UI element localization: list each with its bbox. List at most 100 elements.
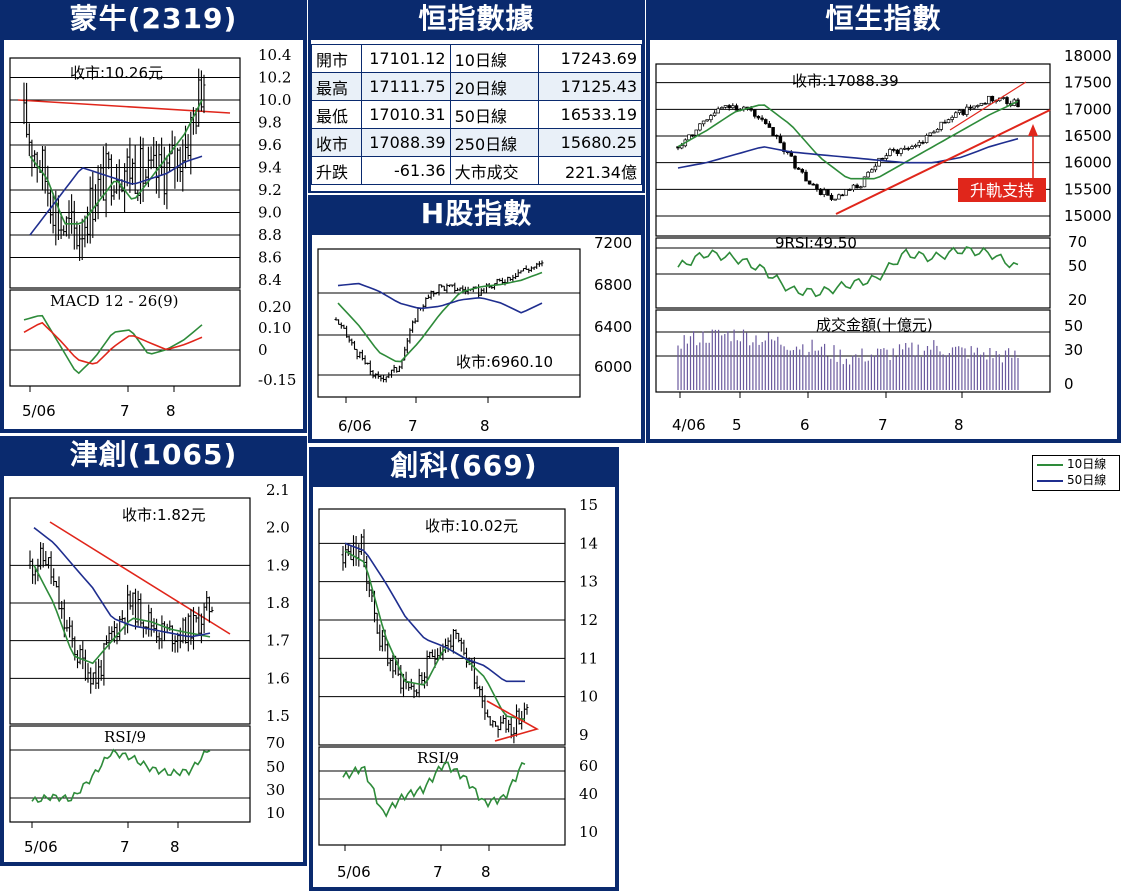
hsi-close-label: 收市:17088.39 [792,72,899,90]
hsi-candle [917,141,922,146]
hshares-price-tick: 7200 [594,234,632,252]
mengniu-macd-label: MACD 12 - 26(9) [50,292,179,310]
hsi-body: 18000 17500 17000 16500 16000 15500 15000 收市:17… [650,40,1117,439]
hsi-rsi-tick: 20 [1068,291,1087,309]
tianjin-close-label: 收市:1.82元 [122,506,205,524]
ma-legend: 10日線 50日線 [1032,455,1120,491]
chuangke-price-frame [318,508,566,746]
mengniu-price-tick: 9.0 [258,204,282,222]
mengniu-price-tick: 10.4 [258,46,291,64]
hsi-candle [957,109,962,114]
tianjin-x-tick: 7 [120,838,130,856]
hsi-candle [763,119,768,125]
hsi-candle [1005,97,1009,104]
hsi-candle [807,180,812,185]
hsi-candle [965,106,969,115]
tianjin-rsi-tick: 10 [266,804,285,822]
hsi-candle [943,121,947,124]
hsi-candle [756,115,761,119]
tianjin-x-tick: 5/06 [24,838,58,856]
hsi-annotation-label: 升軌支持 [970,181,1034,200]
hsi-candle [778,136,783,144]
hsi-rsi-label: 9RSI:49.50 [775,234,857,252]
tianjin-price-frame [9,497,251,725]
hsi-candle [906,147,911,150]
chuangke-title: 創科(669) [390,449,538,482]
hsi-candle [844,189,848,196]
hshares-x-tick: 7 [408,417,418,435]
hsi-volume-frame [655,309,1051,393]
hsi-data-value: 221.34億 [537,156,643,185]
chuangke-chart: 15 14 13 12 11 10 9 收市:10.02元 60 40 10 RSI/9 5/06 7 8 [318,496,598,881]
tianjin-price-tick: 2.0 [266,519,290,537]
tianjin-chart: 2.1 2.0 1.9 1.8 1.7 1.6 1.5 收市:1.82元 70 50 30 10 RSI… [9,481,290,856]
mengniu-price-tick: 8.8 [258,226,282,244]
hsi-x-tick: 5 [732,416,742,434]
mengniu-price-tick: 9.2 [258,181,282,199]
hshares-price-tick: 6800 [594,276,632,294]
hsi-candle [880,157,885,160]
hsi-candle [961,109,965,115]
mengniu-macd-frame [9,289,241,387]
hsi-candle [723,105,728,108]
hsi-data-label: 升跌 [311,156,362,185]
hsi-candle [712,112,717,116]
hsi-candle [870,169,874,173]
hsi-x-tick: 7 [878,416,888,434]
hsi-candle [774,134,779,137]
hsi-candle [946,119,951,124]
hsi-candle [899,148,903,154]
mengniu-ma10-line [29,99,203,225]
hsi-candle [851,184,856,191]
mengniu-macd-tick: 0 [258,341,268,359]
chuangke-price-tick: 13 [579,573,598,591]
chuangke-price-tick: 15 [579,496,598,514]
hsi-candle [891,149,896,151]
hsi-panel: 恒生指數 18000 17500 17000 16500 16000 15500 15000… [646,0,1121,443]
hsi-candle [979,102,984,106]
hsi-candle [679,145,684,149]
hsi-candle [902,147,907,150]
hsi-candle [804,171,808,182]
hshares-price-tick: 6400 [594,318,632,336]
hsi-candle [837,194,841,200]
hsi-candle [932,131,936,134]
hsi-volume-tick: 50 [1064,317,1083,335]
mengniu-x-tick: 7 [120,402,130,420]
hsi-candle [983,102,987,105]
chuangke-close-label: 收市:10.02元 [425,517,518,535]
hshares-panel: H股指數 7200 6800 6400 6000 收市:6960.10 6/06 7 8 [308,195,645,443]
hsi-candle [727,105,731,109]
hsi-data-row: 最高 17111.75 20日線 17125.43 [311,72,643,101]
tianjin-rsi-frame [9,725,251,823]
hsi-price-tick: 15000 [1064,207,1112,225]
hshares-title: H股指數 [420,197,533,230]
hsi-data-label: 250日線 [449,128,539,157]
tianjin-ma10-line [33,564,211,665]
hsi-price-tick: 15500 [1064,180,1112,198]
mengniu-title: 蒙牛(2319) [69,2,238,35]
hsi-price-tick: 17500 [1064,74,1112,92]
hshares-ma50-line [337,282,543,314]
mengniu-macd-tick: 0.20 [258,298,291,316]
hsi-candle [690,134,695,137]
hsi-candle [921,141,925,144]
mengniu-chart: 10.4 10.2 10.0 9.8 9.6 9.4 9.2 9.0 8.8 8.6 8.4 收市:1… [9,46,296,420]
hsi-candle [976,105,980,107]
mengniu-price-tick: 8.6 [258,249,282,267]
mengniu-price-tick: 10.2 [258,69,291,87]
hsi-candle [848,189,852,191]
hsi-data-value: 17088.39 [360,128,451,157]
mengniu-price-tick: 10.0 [258,91,291,109]
chuangke-price-tick: 12 [579,611,598,629]
hsi-price-tick: 16000 [1064,154,1112,172]
hsi-annotation-box [958,178,1046,202]
hsi-candle [950,116,954,120]
hsi-data-value: 17111.75 [360,72,451,101]
tianjin-rsi-tick: 70 [266,734,285,752]
tianjin-price-tick: 1.7 [266,632,290,650]
hsi-data-body: 開市 17101.12 10日線 17243.69 最高 17111.75 20日線 1712… [311,40,643,191]
tianjin-body: 2.1 2.0 1.9 1.8 1.7 1.6 1.5 收市:1.82元 70 50 30 10 RSI… [4,476,303,862]
hsi-candle [1001,97,1006,99]
mengniu-price-tick: 8.4 [258,271,282,289]
